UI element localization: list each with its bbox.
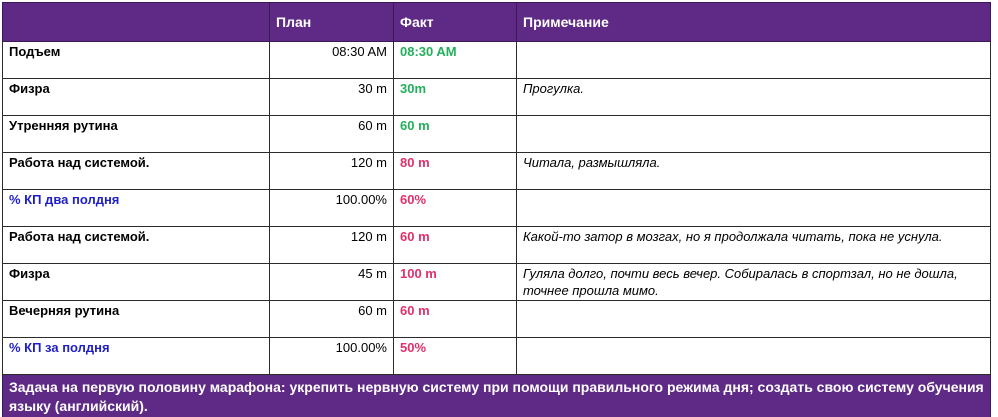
plan-value-cell: 45 m <box>269 263 394 301</box>
fact-value-cell: 50% <box>393 337 517 375</box>
plan-value-cell: 60 m <box>269 115 394 153</box>
table-row: Физра 45 m 100 m Гуляла долго, почти весь в… <box>2 263 991 301</box>
task-name-cell: Подъем <box>2 41 270 79</box>
fact-value-cell: 100 m <box>393 263 517 301</box>
table-header-row: План Факт Примечание <box>2 2 991 42</box>
plan-value-cell: 08:30 AM <box>269 41 394 79</box>
fact-value-cell: 60 m <box>393 115 517 153</box>
plan-value-cell: 100.00% <box>269 189 394 227</box>
note-cell <box>516 300 991 338</box>
fact-value-cell: 60 m <box>393 300 517 338</box>
plan-value-cell: 120 m <box>269 226 394 264</box>
task-name-cell: Работа над системой. <box>2 226 270 264</box>
header-fact-cell: Факт <box>393 2 517 42</box>
header-name-cell <box>2 2 270 42</box>
note-cell <box>516 189 991 227</box>
task-name-cell: Физра <box>2 263 270 301</box>
table-row: Физра 30 m 30m Прогулка. <box>2 78 991 116</box>
note-cell: Гуляла долго, почти весь вечер. Собирала… <box>516 263 991 301</box>
fact-value-cell: 60% <box>393 189 517 227</box>
table-row: Вечерняя рутина 60 m 60 m <box>2 300 991 338</box>
task-name-cell: Утренняя рутина <box>2 115 270 153</box>
marathon-goal-text: Задача на первую половину марафона: укре… <box>2 374 991 417</box>
task-name-cell: Работа над системой. <box>2 152 270 190</box>
task-name-cell: Вечерняя рутина <box>2 300 270 338</box>
header-note-cell: Примечание <box>516 2 991 42</box>
plan-value-cell: 30 m <box>269 78 394 116</box>
table-body: Подъем 08:30 AM 08:30 AM Физра 30 m 30m Прогул… <box>2 41 991 375</box>
note-cell: Какой-то затор в мозгах, но я продолжала… <box>516 226 991 264</box>
plan-value-cell: 100.00% <box>269 337 394 375</box>
table-row: % КП два полдня 100.00% 60% <box>2 189 991 227</box>
note-cell <box>516 115 991 153</box>
fact-value-cell: 60 m <box>393 226 517 264</box>
table-row: Подъем 08:30 AM 08:30 AM <box>2 41 991 79</box>
note-cell: Прогулка. <box>516 78 991 116</box>
plan-value-cell: 120 m <box>269 152 394 190</box>
fact-value-cell: 80 m <box>393 152 517 190</box>
note-cell: Читала, размышляла. <box>516 152 991 190</box>
footer-row: Задача на первую половину марафона: укре… <box>2 374 991 417</box>
header-plan-cell: План <box>269 2 394 42</box>
task-name-cell: % КП за полдня <box>2 337 270 375</box>
fact-value-cell: 08:30 AM <box>393 41 517 79</box>
note-cell <box>516 337 991 375</box>
fact-value-cell: 30m <box>393 78 517 116</box>
table-row: Работа над системой. 120 m 60 m Какой-то за… <box>2 226 991 264</box>
task-name-cell: % КП два полдня <box>2 189 270 227</box>
table-row: Утренняя рутина 60 m 60 m <box>2 115 991 153</box>
plan-value-cell: 60 m <box>269 300 394 338</box>
task-name-cell: Физра <box>2 78 270 116</box>
table-row: % КП за полдня 100.00% 50% <box>2 337 991 375</box>
note-cell <box>516 41 991 79</box>
table-row: Работа над системой. 120 m 80 m Читала, раз… <box>2 152 991 190</box>
